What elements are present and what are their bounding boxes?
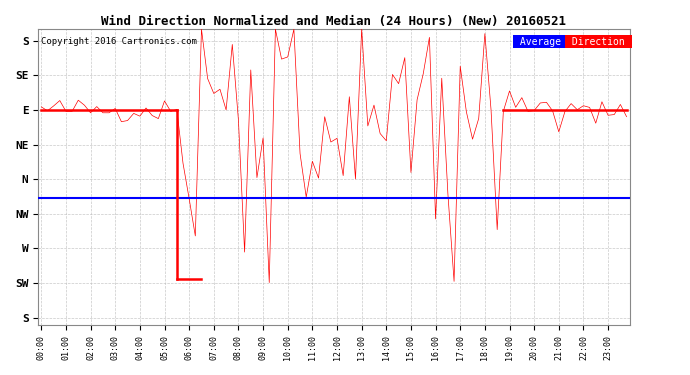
Text: Average: Average: [514, 37, 567, 46]
Title: Wind Direction Normalized and Median (24 Hours) (New) 20160521: Wind Direction Normalized and Median (24…: [101, 15, 566, 28]
Text: Direction: Direction: [566, 37, 631, 46]
Text: Copyright 2016 Cartronics.com: Copyright 2016 Cartronics.com: [41, 37, 197, 46]
